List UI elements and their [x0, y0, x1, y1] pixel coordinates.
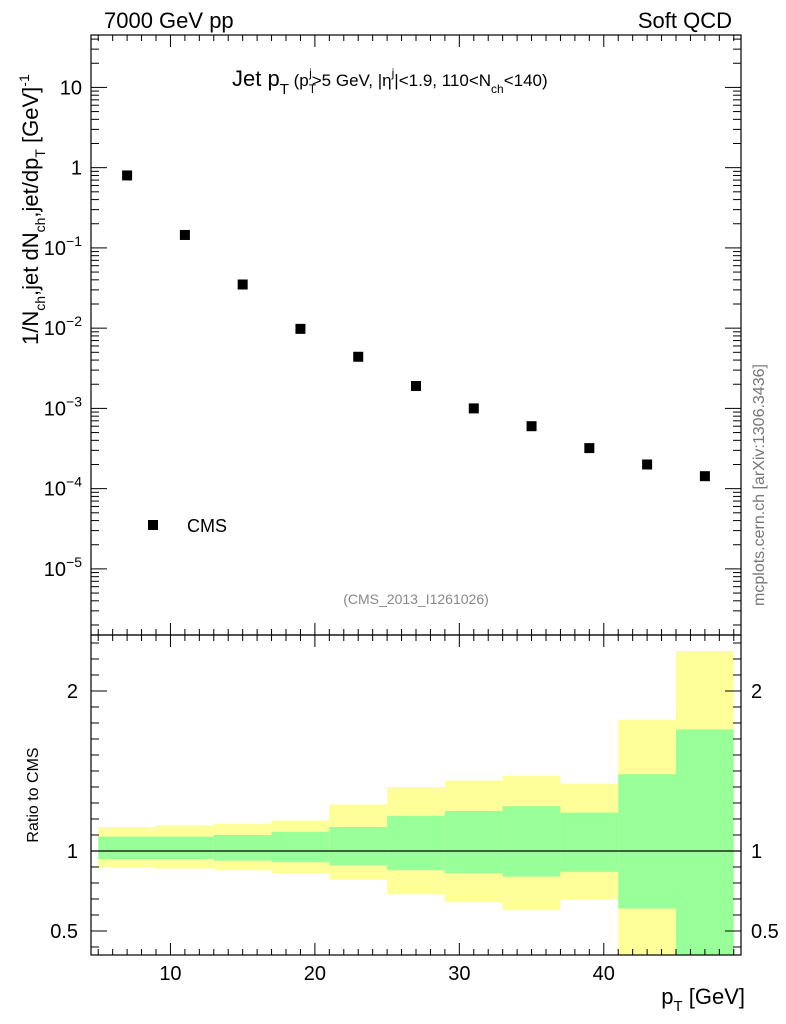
- main-y-axis-label: 1/Nch,jet dNch,jet/dpT [GeV]-1: [16, 74, 48, 345]
- x-axis: 10 20 30 40: [97, 35, 735, 985]
- main-ytick-label-2: 10−1: [44, 233, 82, 260]
- ratio-ytick-label-right-2: 2: [751, 681, 762, 703]
- x-tick-label-10: 10: [159, 963, 181, 985]
- main-ytick-label-0: 10: [60, 77, 82, 99]
- green-band-2: [213, 835, 272, 861]
- analysis-annotation: (CMS_2013_I1261026): [343, 591, 489, 607]
- data-point-1: [179, 229, 190, 240]
- main-ytick-label-1: 1: [71, 158, 82, 180]
- x-tick-label-30: 30: [448, 963, 470, 985]
- data-point-7: [526, 421, 537, 432]
- data-point-0: [122, 170, 133, 181]
- x-tick-label-40: 40: [593, 963, 615, 985]
- green-band-0: [98, 836, 156, 859]
- data-point-10: [699, 471, 710, 482]
- ratio-ytick-label-left-1: 1: [67, 841, 78, 863]
- data-point-8: [584, 443, 595, 454]
- legend-label-cms: CMS: [187, 516, 227, 536]
- main-y-axis: 10 1 10−1 10−2 10−3 10−4 10−5: [44, 38, 741, 626]
- data-point-5: [411, 381, 421, 392]
- main-ytick-label-5: 10−4: [44, 474, 82, 501]
- data-point-6: [468, 403, 479, 414]
- ratio-ytick-label-right-1: 1: [751, 841, 762, 863]
- green-band-3: [271, 831, 330, 863]
- green-band-1: [156, 836, 214, 859]
- data-markers: [122, 170, 710, 482]
- main-ytick-label-4: 10−3: [44, 393, 82, 420]
- ratio-y-axis-label: Ratio to CMS: [25, 747, 42, 842]
- main-plot-frame: [90, 34, 742, 636]
- green-band-4: [329, 827, 388, 866]
- plot-title: Jet pT (pTj>5 GeV, |ηj|<1.9, 110<Nch<140…: [232, 66, 548, 98]
- x-axis-label: pT [GeV]: [661, 984, 745, 1015]
- header-left: 7000 GeV pp: [104, 8, 234, 33]
- x-tick-label-20: 20: [304, 963, 326, 985]
- ratio-y-axis: 0.5 0.5 1 1 2 2: [50, 642, 779, 948]
- watermark: mcplots.cern.ch [arXiv:1306.3436]: [751, 364, 768, 606]
- data-point-4: [353, 351, 364, 362]
- legend-marker-cms: [148, 520, 158, 530]
- green-band-9: [618, 774, 676, 909]
- green-band-7: [502, 806, 561, 877]
- green-band-5: [387, 815, 445, 871]
- data-point-3: [295, 323, 306, 334]
- ratio-bands: [91, 651, 741, 955]
- green-band-8: [560, 812, 619, 872]
- main-ytick-label-3: 10−2: [44, 313, 82, 340]
- data-point-9: [642, 459, 653, 470]
- ratio-ytick-label-right-0: 0.5: [751, 921, 779, 943]
- green-band-10: [676, 729, 734, 955]
- data-point-2: [237, 279, 248, 290]
- ratio-ytick-label-left-0: 0.5: [50, 921, 78, 943]
- main-ytick-label-6: 10−5: [44, 554, 82, 581]
- green-band-6: [444, 811, 503, 874]
- header-right: Soft QCD: [638, 8, 732, 33]
- ratio-ytick-label-left-2: 2: [67, 681, 78, 703]
